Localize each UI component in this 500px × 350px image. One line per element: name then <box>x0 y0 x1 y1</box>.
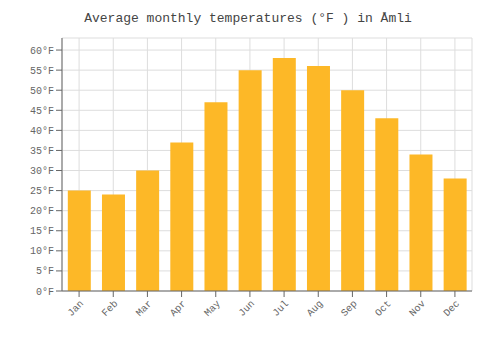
svg-text:55°F: 55°F <box>30 66 54 77</box>
svg-text:Dec: Dec <box>442 298 463 319</box>
svg-text:40°F: 40°F <box>30 126 54 137</box>
svg-text:Apr: Apr <box>168 298 189 319</box>
svg-text:60°F: 60°F <box>30 46 54 57</box>
svg-text:20°F: 20°F <box>30 206 54 217</box>
svg-text:Jan: Jan <box>66 298 87 319</box>
svg-text:0°F: 0°F <box>36 287 54 298</box>
svg-text:Jun: Jun <box>237 298 258 319</box>
svg-text:5°F: 5°F <box>36 266 54 277</box>
svg-text:Oct: Oct <box>373 298 394 319</box>
svg-text:25°F: 25°F <box>30 186 54 197</box>
svg-text:Aug: Aug <box>305 298 326 319</box>
svg-text:15°F: 15°F <box>30 226 54 237</box>
svg-text:May: May <box>202 298 223 319</box>
html-text:Average monthly temperatures (: Average monthly temperatures (°F ) in Åm… <box>84 11 412 26</box>
svg-text:Nov: Nov <box>407 298 428 319</box>
svg-text:10°F: 10°F <box>30 246 54 257</box>
svg-text:Sep: Sep <box>339 298 360 319</box>
svg-text:Mar: Mar <box>134 298 155 319</box>
svg-text:50°F: 50°F <box>30 86 54 97</box>
svg-text:Feb: Feb <box>100 298 121 319</box>
svg-text:35°F: 35°F <box>30 146 54 157</box>
svg-text:Jul: Jul <box>271 298 292 319</box>
svg-text:30°F: 30°F <box>30 166 54 177</box>
svg-text:45°F: 45°F <box>30 106 54 117</box>
